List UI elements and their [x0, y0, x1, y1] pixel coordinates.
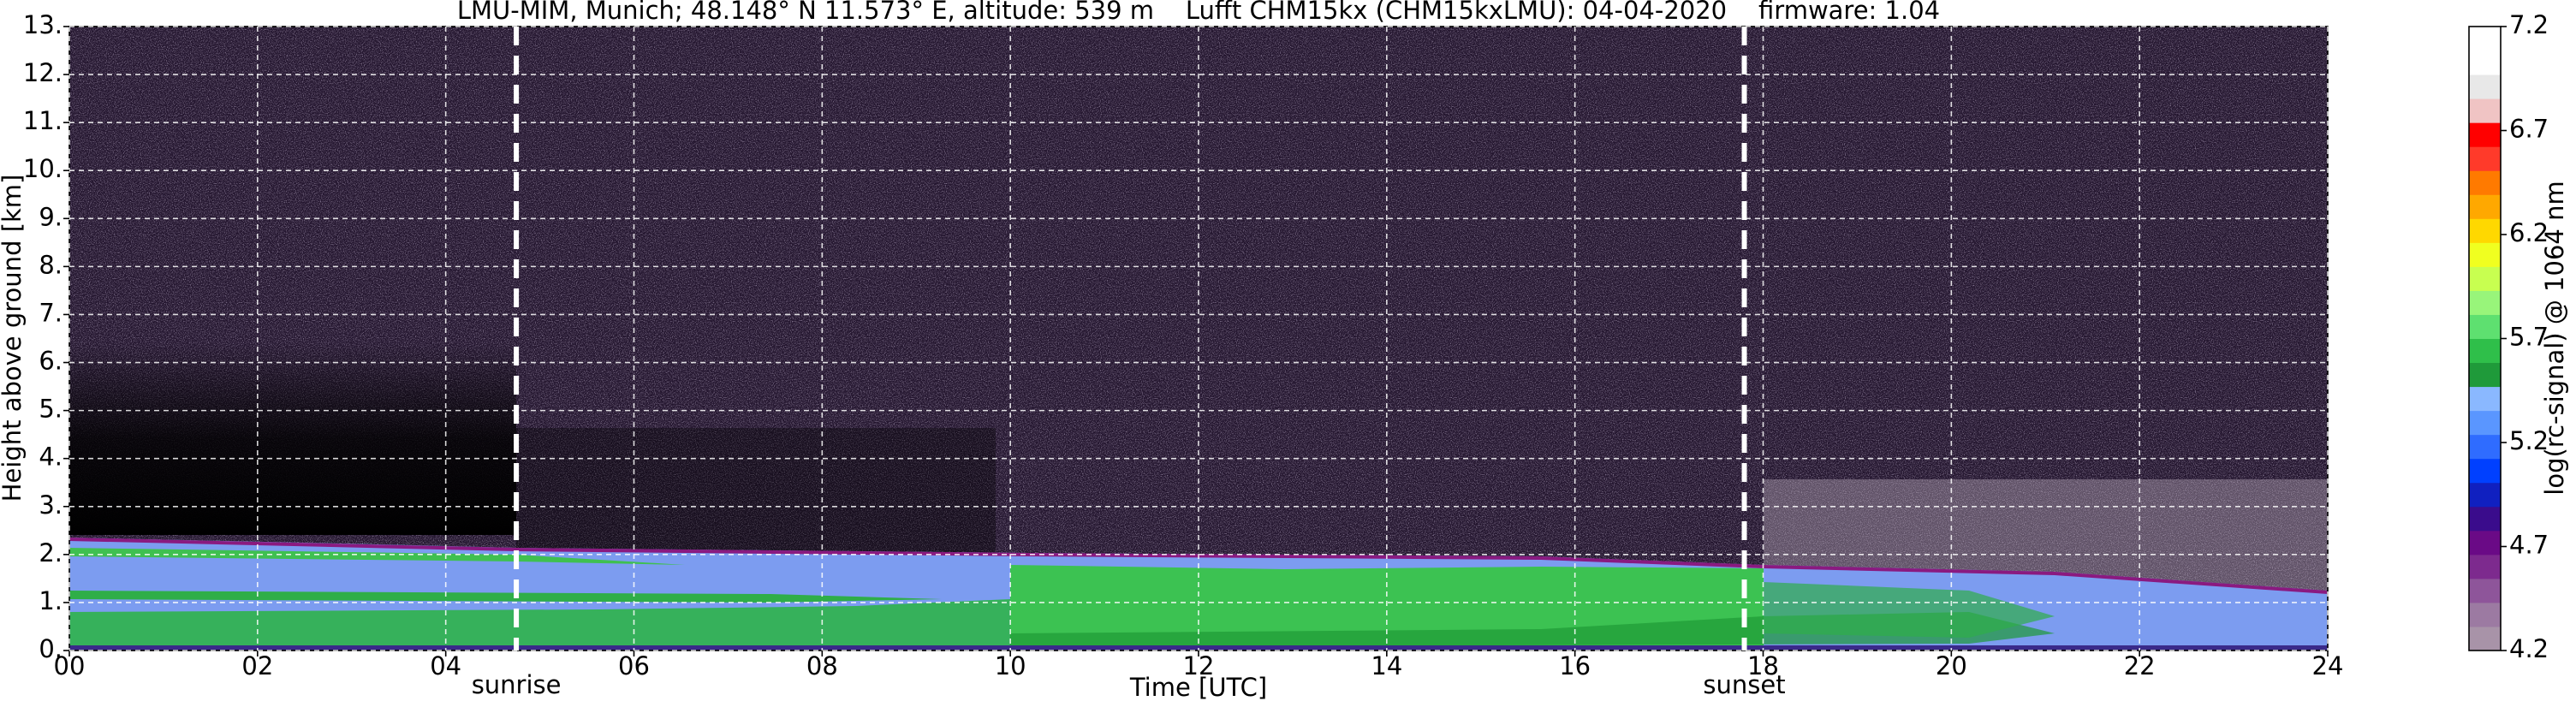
y-tick-label: 9. [39, 202, 62, 231]
colorbar-label: log(rc-signal) @ 1064 nm [2540, 181, 2569, 495]
y-tick-label: 2. [39, 538, 62, 567]
x-tick-label: 10 [995, 651, 1026, 680]
colorbar-tick-label: 5.2 [2509, 426, 2549, 455]
y-tick-label: 12. [23, 58, 62, 87]
x-tick-label: 00 [54, 651, 86, 680]
colorbar-segment [2469, 410, 2501, 436]
colorbar-segment [2469, 290, 2501, 315]
colorbar-segment [2469, 146, 2501, 171]
chart-title: LMU-MIM, Munich; 48.148° N 11.573° E, al… [457, 0, 1940, 25]
colorbar-tick-label: 6.2 [2509, 218, 2549, 247]
colorbar-segment [2469, 578, 2501, 603]
colorbar-segment [2469, 602, 2501, 627]
colorbar-segment [2469, 74, 2501, 99]
y-tick-label: 4. [39, 443, 62, 472]
y-tick-label: 10. [23, 154, 62, 183]
colorbar-segment [2469, 386, 2501, 412]
colorbar-segment [2469, 266, 2501, 291]
x-tick-label: 16 [1559, 651, 1591, 680]
x-tick-label: 08 [806, 651, 838, 680]
colorbar-segment [2469, 194, 2501, 219]
y-tick-label: 11. [23, 106, 62, 135]
y-tick-label: 0. [39, 634, 62, 663]
x-tick-label: 02 [241, 651, 273, 680]
colorbar-segment [2469, 530, 2501, 556]
colorbar-segment [2469, 98, 2501, 123]
x-tick-label: 24 [2312, 651, 2344, 680]
y-tick-label: 7. [39, 298, 62, 327]
x-axis-label: Time [UTC] [1129, 673, 1267, 702]
y-tick-label: 5. [39, 395, 62, 424]
colorbar-segment [2469, 434, 2501, 460]
colorbar-segment [2469, 458, 2501, 484]
colorbar-tick-label: 4.2 [2509, 634, 2549, 663]
y-axis-label: Height above ground [km] [0, 175, 27, 502]
colorbar-segment [2469, 242, 2501, 267]
y-tick-label: 6. [39, 347, 62, 376]
y-tick-label: 13. [23, 10, 62, 39]
colorbar-segment [2469, 362, 2501, 388]
colorbar-segment [2469, 626, 2501, 651]
x-tick-label: 12 [1183, 651, 1215, 680]
colorbar-segment [2469, 218, 2501, 243]
colorbar-segment [2469, 314, 2501, 339]
event-label: sunset [1703, 670, 1785, 699]
x-tick-label: 06 [618, 651, 650, 680]
colorbar-segment [2469, 554, 2501, 579]
x-tick-label: 22 [2124, 651, 2156, 680]
colorbar-segment [2469, 50, 2501, 75]
x-tick-label: 04 [430, 651, 461, 680]
colorbar-segment [2469, 170, 2501, 195]
colorbar-tick-label: 7.2 [2509, 10, 2549, 39]
colorbar-tick-label: 5.7 [2509, 323, 2549, 352]
colorbar-segment [2469, 482, 2501, 508]
colorbar-tick-label: 4.7 [2509, 531, 2549, 560]
y-tick-label: 8. [39, 250, 62, 279]
colorbar-segment [2469, 338, 2501, 364]
y-tick-label: 1. [39, 586, 62, 615]
x-tick-label: 20 [1936, 651, 1967, 680]
x-tick-label: 14 [1371, 651, 1402, 680]
event-label: sunrise [472, 670, 562, 699]
x-tick-label: 18 [1747, 651, 1779, 680]
colorbar-tick-label: 6.7 [2509, 115, 2549, 144]
colorbar-segment [2469, 506, 2501, 532]
y-tick-label: 3. [39, 490, 62, 520]
colorbar-segment [2469, 27, 2501, 51]
colorbar-segment [2469, 122, 2501, 147]
